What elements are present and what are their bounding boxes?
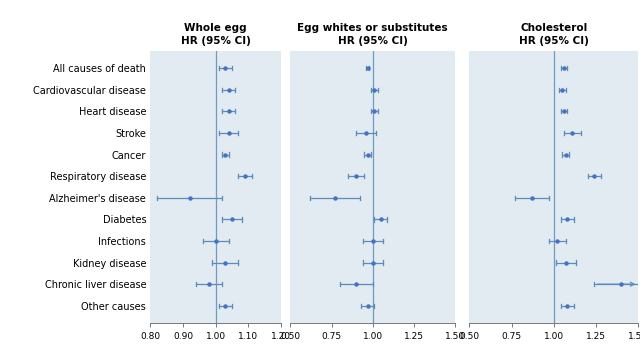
Title: Cholesterol
HR (95% CI): Cholesterol HR (95% CI): [519, 24, 589, 46]
Title: Whole egg
HR (95% CI): Whole egg HR (95% CI): [180, 24, 251, 46]
Title: Egg whites or substitutes
HR (95% CI): Egg whites or substitutes HR (95% CI): [298, 24, 448, 46]
